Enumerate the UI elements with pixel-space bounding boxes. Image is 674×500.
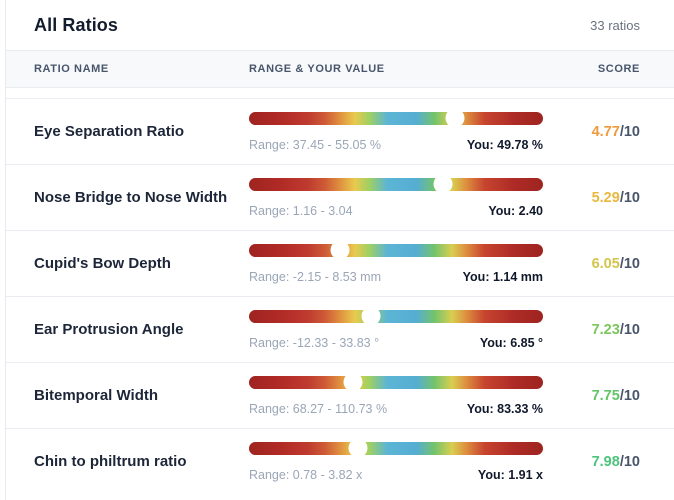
range-bar	[249, 174, 543, 194]
score-denominator: /10	[619, 123, 640, 140]
table-body-spacer	[6, 88, 674, 98]
all-ratios-card: All Ratios 33 ratios RATIO NAME RANGE & …	[5, 0, 674, 500]
range-bar	[249, 306, 543, 326]
ratio-name: Ear Protrusion Angle	[34, 321, 184, 338]
bar-labels: Range: 1.16 - 3.04 You: 2.40	[249, 204, 543, 218]
range-cell: Range: 68.27 - 110.73 % You: 83.33 %	[249, 372, 543, 416]
range-cell: Range: -2.15 - 8.53 mm You: 1.14 mm	[249, 240, 543, 284]
score-cell: 7.23/10	[543, 322, 640, 338]
ratio-name: Eye Separation Ratio	[34, 123, 185, 140]
table-row[interactable]: Nose Bridge to Nose Width Range: 1.16 - …	[6, 164, 674, 230]
table-row[interactable]: Cupid's Bow Depth Range: -2.15 - 8.53 mm…	[6, 230, 674, 296]
table-row[interactable]: Bitemporal Width Range: 68.27 - 110.73 %…	[6, 362, 674, 428]
your-value-marker	[433, 174, 453, 194]
range-cell: Range: -12.33 - 33.83 ° You: 6.85 °	[249, 306, 543, 350]
range-bar	[249, 240, 543, 260]
ratio-count: 33 ratios	[590, 17, 640, 33]
your-value-marker	[445, 108, 465, 128]
range-gradient-bar	[249, 309, 543, 323]
score-denominator: /10	[619, 453, 640, 470]
range-gradient-bar	[249, 243, 543, 257]
your-value-marker	[330, 240, 350, 260]
score-cell: 7.98/10	[543, 454, 640, 470]
score-cell: 4.77/10	[543, 124, 640, 140]
bar-labels: Range: -2.15 - 8.53 mm You: 1.14 mm	[249, 270, 543, 284]
score-cell: 6.05/10	[543, 256, 640, 272]
your-value-label: You: 2.40	[488, 203, 543, 218]
ratio-table-body: Eye Separation Ratio Range: 37.45 - 55.0…	[6, 98, 674, 494]
bar-labels: Range: 0.78 - 3.82 x You: 1.91 x	[249, 468, 543, 482]
range-cell: Range: 37.45 - 55.05 % You: 49.78 %	[249, 108, 543, 152]
score-value: 4.77	[591, 123, 620, 140]
your-value-label: You: 1.91 x	[477, 467, 543, 482]
ratio-name: Bitemporal Width	[34, 387, 159, 404]
range-label: Range: 37.45 - 55.05 %	[249, 137, 382, 152]
score-denominator: /10	[619, 321, 640, 338]
your-value-label: You: 83.33 %	[466, 401, 543, 416]
score-denominator: /10	[619, 387, 640, 404]
range-label: Range: 1.16 - 3.04	[249, 203, 353, 218]
ratio-name: Cupid's Bow Depth	[34, 255, 171, 272]
your-value-marker	[343, 372, 363, 392]
card-header: All Ratios 33 ratios	[6, 0, 674, 51]
bar-labels: Range: 37.45 - 55.05 % You: 49.78 %	[249, 138, 543, 152]
your-value-label: You: 6.85 °	[479, 335, 543, 350]
table-row[interactable]: Chin to philtrum ratio Range: 0.78 - 3.8…	[6, 428, 674, 494]
column-ratio-name: RATIO NAME	[34, 63, 109, 75]
score-value: 5.29	[591, 189, 620, 206]
score-cell: 5.29/10	[543, 190, 640, 206]
score-value: 7.75	[591, 387, 620, 404]
table-row[interactable]: Eye Separation Ratio Range: 37.45 - 55.0…	[6, 98, 674, 164]
score-cell: 7.75/10	[543, 388, 640, 404]
ratio-name: Chin to philtrum ratio	[34, 453, 187, 470]
column-score: SCORE	[597, 63, 640, 75]
score-denominator: /10	[619, 255, 640, 272]
ratio-name: Nose Bridge to Nose Width	[34, 189, 228, 206]
range-gradient-bar	[249, 177, 543, 191]
range-bar	[249, 108, 543, 128]
your-value-label: You: 1.14 mm	[462, 269, 543, 284]
range-cell: Range: 0.78 - 3.82 x You: 1.91 x	[249, 438, 543, 482]
range-label: Range: -12.33 - 33.83 °	[249, 335, 380, 350]
bar-labels: Range: 68.27 - 110.73 % You: 83.33 %	[249, 402, 543, 416]
score-value: 7.23	[591, 321, 620, 338]
table-column-header: RATIO NAME RANGE & YOUR VALUE SCORE	[6, 51, 674, 88]
bar-labels: Range: -12.33 - 33.83 ° You: 6.85 °	[249, 336, 543, 350]
your-value-marker	[348, 438, 368, 458]
score-value: 7.98	[591, 453, 620, 470]
table-row[interactable]: Ear Protrusion Angle Range: -12.33 - 33.…	[6, 296, 674, 362]
column-range-value: RANGE & YOUR VALUE	[249, 63, 385, 75]
page-title: All Ratios	[34, 14, 119, 35]
range-cell: Range: 1.16 - 3.04 You: 2.40	[249, 174, 543, 218]
range-bar	[249, 438, 543, 458]
your-value-label: You: 49.78 %	[466, 137, 543, 152]
range-label: Range: 0.78 - 3.82 x	[249, 467, 363, 482]
range-bar	[249, 372, 543, 392]
range-label: Range: -2.15 - 8.53 mm	[249, 269, 382, 284]
score-value: 6.05	[591, 255, 620, 272]
range-label: Range: 68.27 - 110.73 %	[249, 401, 388, 416]
range-gradient-bar	[249, 441, 543, 455]
range-gradient-bar	[249, 375, 543, 389]
score-denominator: /10	[619, 189, 640, 206]
your-value-marker	[361, 306, 381, 326]
range-gradient-bar	[249, 111, 543, 125]
